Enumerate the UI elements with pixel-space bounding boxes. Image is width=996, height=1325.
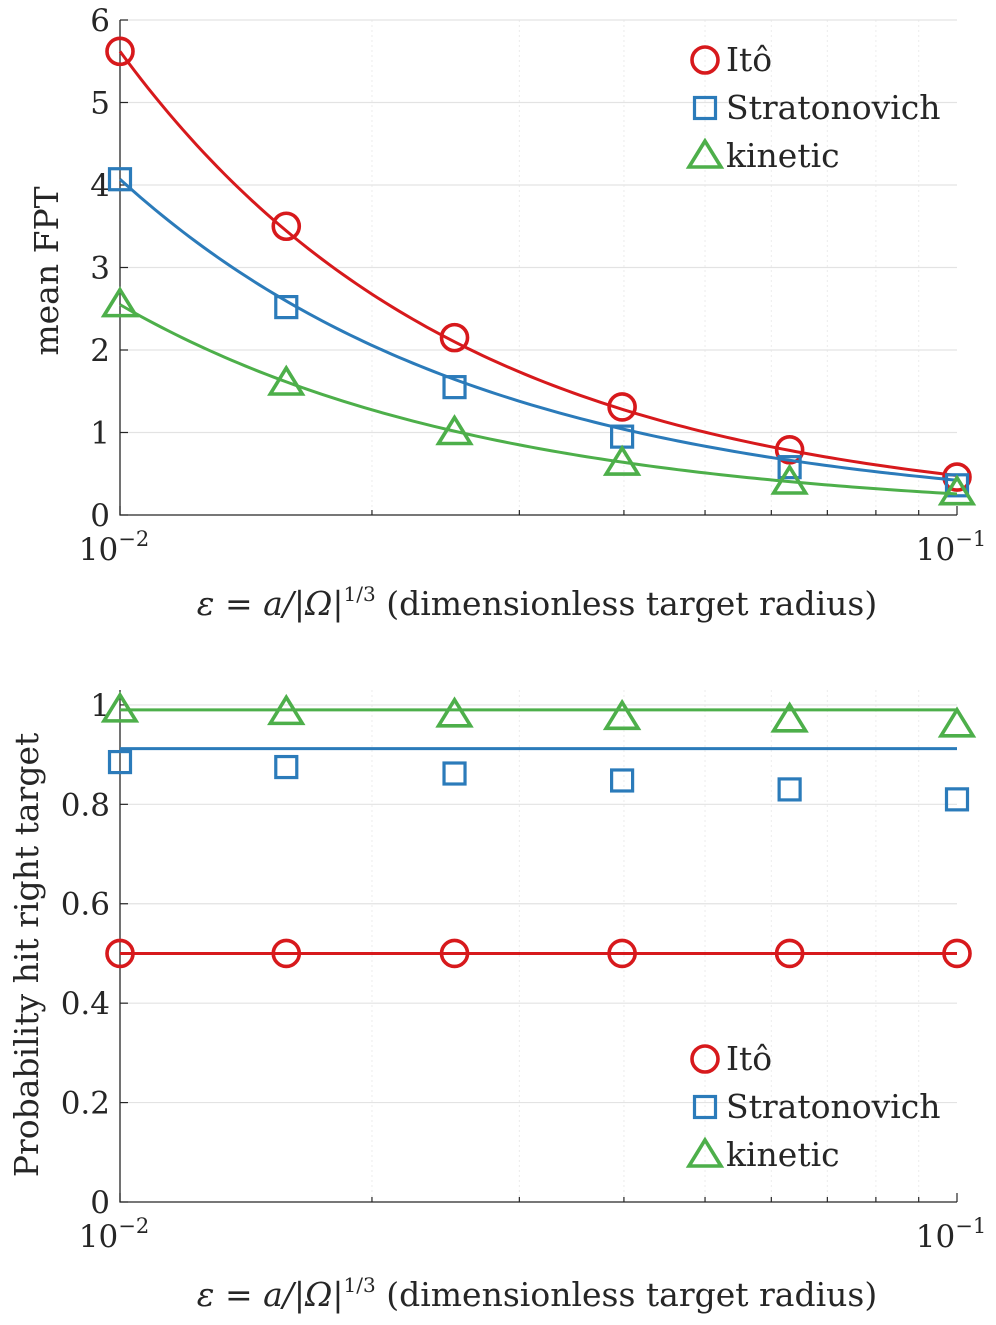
top-point-1-2 bbox=[442, 375, 467, 400]
top-line-2 bbox=[119, 303, 958, 496]
top-xlabel-sup: 1/3 bbox=[344, 582, 376, 606]
top-ytick-label-5: 5 bbox=[90, 86, 110, 122]
top-chart: mean FPT ε = a/|Ω|1/3 (dimensionless tar… bbox=[27, 3, 986, 623]
bottom-legend-label-1: Stratonovich bbox=[726, 1087, 941, 1126]
bottom-point-0-1 bbox=[271, 938, 302, 969]
bottom-xlabel-prefix: ε = a/|Ω| bbox=[197, 1275, 344, 1314]
bottom-legend-marker-0 bbox=[690, 1044, 720, 1074]
top-line-1 bbox=[118, 178, 958, 482]
top-point-2-1 bbox=[267, 364, 306, 396]
top-point-1-4 bbox=[777, 455, 802, 480]
top-ytick-label-0: 0 bbox=[90, 498, 110, 534]
top-point-2-5 bbox=[937, 474, 977, 506]
bottom-ytick-label-3: 0.6 bbox=[61, 887, 110, 923]
bottom-point-2-4 bbox=[770, 701, 809, 733]
bottom-ytick-label-1: 0.2 bbox=[61, 1086, 110, 1122]
bottom-point-1-5 bbox=[944, 787, 970, 812]
bottom-axes bbox=[119, 690, 957, 1203]
top-legend-marker-0 bbox=[690, 45, 720, 75]
top-point-1-1 bbox=[274, 295, 299, 320]
bottom-legend-label-0: Itô bbox=[726, 1039, 772, 1078]
bottom-xlabel: ε = a/|Ω|1/3 (dimensionless target radiu… bbox=[197, 1273, 877, 1314]
top-point-2-2 bbox=[435, 414, 474, 446]
top-ytick-label-2: 2 bbox=[90, 333, 110, 369]
bottom-xtick-label-0: 10−2 bbox=[79, 1214, 149, 1255]
top-legend-marker-1 bbox=[692, 95, 718, 121]
bottom-chart: Probability hit right target ε = a/|Ω|1/… bbox=[7, 688, 986, 1314]
bottom-xlabel-suffix: (dimensionless target radius) bbox=[376, 1275, 877, 1314]
top-ytick-label-1: 1 bbox=[90, 416, 110, 452]
top-point-0-3 bbox=[607, 392, 637, 422]
top-legend-label-2: kinetic bbox=[726, 136, 840, 175]
top-point-2-3 bbox=[602, 444, 642, 476]
bottom-xlabel-sup: 1/3 bbox=[344, 1273, 376, 1297]
bottom-point-2-5 bbox=[937, 706, 977, 738]
bottom-xtick-label-1: 10−1 bbox=[916, 1214, 986, 1255]
top-point-0-0 bbox=[105, 36, 135, 67]
top-ytick-label-4: 4 bbox=[90, 168, 110, 204]
bottom-point-1-0 bbox=[107, 749, 133, 775]
top-point-2-4 bbox=[770, 463, 809, 495]
bottom-legend-label-2: kinetic bbox=[726, 1135, 840, 1174]
bottom-ytick-label-4: 0.8 bbox=[61, 787, 110, 823]
bottom-point-1-4 bbox=[777, 777, 802, 802]
top-ytick-label-3: 3 bbox=[90, 251, 110, 287]
bottom-ytick-label-5: 1 bbox=[90, 688, 110, 724]
bottom-point-0-4 bbox=[774, 938, 805, 969]
bottom-point-1-2 bbox=[442, 761, 467, 786]
bottom-point-0-0 bbox=[105, 938, 135, 969]
top-point-0-4 bbox=[774, 435, 805, 465]
top-point-2-0 bbox=[100, 286, 140, 318]
bottom-point-1-1 bbox=[274, 754, 299, 780]
top-legend-marker-2 bbox=[685, 137, 725, 169]
bottom-point-2-3 bbox=[602, 698, 642, 731]
top-point-0-5 bbox=[942, 462, 972, 492]
bottom-ytick-label-0: 0 bbox=[90, 1185, 110, 1221]
top-legend-label-1: Stratonovich bbox=[726, 88, 941, 127]
top-xlabel-suffix: (dimensionless target radius) bbox=[376, 584, 877, 623]
top-point-0-1 bbox=[271, 211, 302, 242]
top-legend-label-0: Itô bbox=[726, 40, 772, 79]
bottom-ytick-label-2: 0.4 bbox=[61, 986, 110, 1022]
bottom-legend-marker-2 bbox=[685, 1136, 725, 1168]
top-ylabel: mean FPT bbox=[27, 186, 66, 355]
bottom-legend-marker-1 bbox=[692, 1094, 718, 1120]
bottom-point-0-5 bbox=[942, 938, 972, 969]
bottom-point-2-2 bbox=[435, 696, 474, 728]
top-xtick-label-0: 10−2 bbox=[79, 527, 149, 568]
top-axes bbox=[119, 20, 957, 516]
bottom-point-2-1 bbox=[267, 693, 306, 726]
top-xlabel-prefix: ε = a/|Ω| bbox=[197, 584, 344, 623]
bottom-point-1-3 bbox=[610, 768, 635, 793]
bottom-ylabel: Probability hit right target bbox=[7, 733, 46, 1177]
top-xlabel: ε = a/|Ω|1/3 (dimensionless target radiu… bbox=[197, 582, 877, 623]
top-line-0 bbox=[118, 50, 958, 478]
top-xtick-label-1: 10−1 bbox=[916, 527, 986, 568]
bottom-point-2-0 bbox=[100, 691, 140, 723]
bottom-point-0-2 bbox=[439, 938, 470, 969]
top-point-0-2 bbox=[439, 322, 470, 353]
top-point-1-0 bbox=[107, 167, 133, 192]
top-ytick-label-6: 6 bbox=[90, 3, 110, 39]
bottom-point-0-3 bbox=[607, 938, 637, 969]
